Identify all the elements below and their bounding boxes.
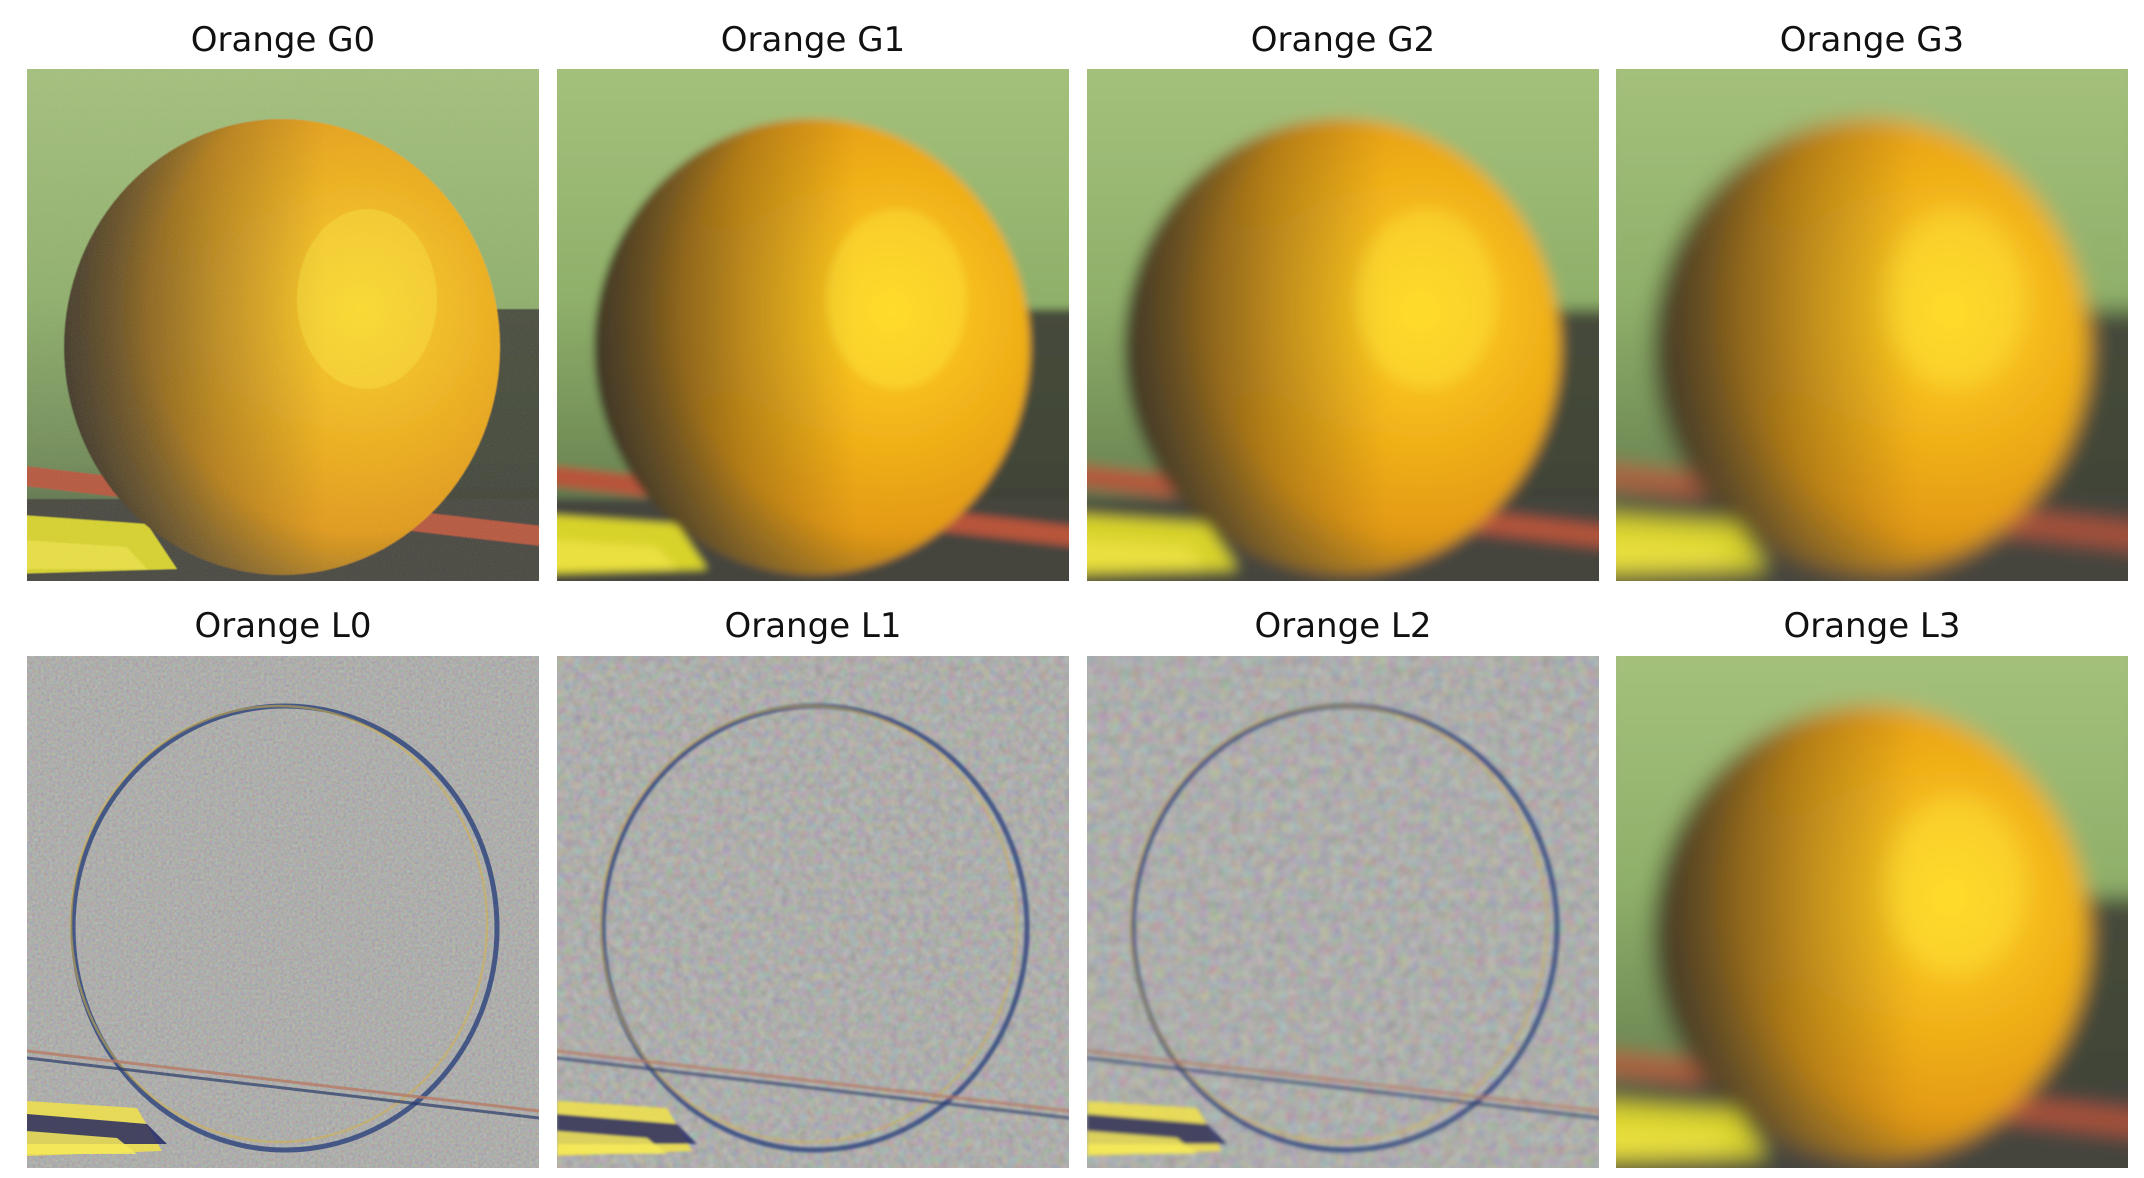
panel-title-l3: Orange L3 (1783, 606, 1961, 646)
orange-l2-image (1087, 656, 1599, 1168)
panel-title-l1: Orange L1 (724, 606, 902, 646)
panel-title-l2: Orange L2 (1254, 606, 1432, 646)
panel-title-g1: Orange G1 (720, 20, 906, 60)
panel-title-g2: Orange G2 (1250, 20, 1436, 60)
orange-g1-image (557, 69, 1069, 581)
orange-l0-image (27, 656, 539, 1168)
orange-g3-image (1616, 69, 2128, 581)
panel-title-g0: Orange G0 (190, 20, 376, 60)
orange-l3-image (1616, 656, 2128, 1168)
orange-l1-image (557, 656, 1069, 1168)
panel-title-g3: Orange G3 (1779, 20, 1965, 60)
orange-g0-image (27, 69, 539, 581)
orange-g2-image (1087, 69, 1599, 581)
panel-title-l0: Orange L0 (194, 606, 372, 646)
